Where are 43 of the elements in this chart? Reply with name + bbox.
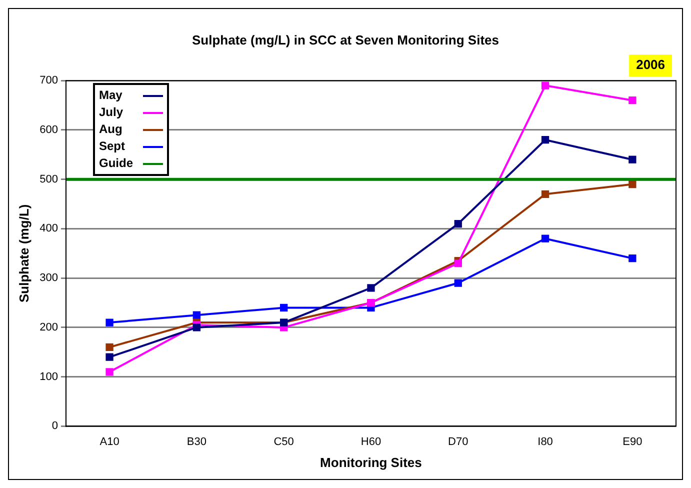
legend-label: Guide bbox=[99, 155, 134, 172]
x-axis-title: Monitoring Sites bbox=[320, 454, 422, 470]
point bbox=[628, 180, 636, 188]
point bbox=[454, 220, 462, 228]
y-tick-label: 100 bbox=[40, 370, 58, 383]
point bbox=[454, 279, 462, 287]
y-tick-label: 200 bbox=[40, 321, 58, 334]
y-tick-label: 600 bbox=[40, 124, 58, 136]
point bbox=[192, 311, 201, 319]
point bbox=[628, 96, 636, 104]
y-axis-title: Sulphate (mg/L) bbox=[16, 204, 32, 303]
y-tick-label: 300 bbox=[40, 272, 58, 284]
y-tick-label: 400 bbox=[40, 222, 58, 235]
x-tick-label: A10 bbox=[100, 436, 120, 448]
chart-title: Sulphate (mg/L) in SCC at Seven Monitoring Sites bbox=[192, 32, 499, 48]
x-tick-label: C50 bbox=[274, 436, 294, 448]
point bbox=[541, 190, 550, 198]
text: 2006 bbox=[636, 57, 665, 72]
point bbox=[106, 343, 114, 352]
x-tick-label: I80 bbox=[538, 436, 553, 448]
point bbox=[541, 234, 550, 242]
point bbox=[541, 82, 550, 90]
point bbox=[628, 156, 636, 164]
point bbox=[541, 136, 550, 144]
point bbox=[192, 324, 201, 332]
y-tick-label: 700 bbox=[40, 74, 58, 87]
x-tick-label: H60 bbox=[360, 436, 382, 448]
point bbox=[454, 259, 462, 268]
y-tick-label: 500 bbox=[40, 173, 58, 186]
point bbox=[106, 318, 114, 326]
legend-label: Sept bbox=[99, 138, 126, 155]
legend-label: Aug bbox=[99, 121, 124, 138]
point bbox=[106, 353, 114, 361]
point bbox=[280, 304, 288, 312]
legend-label: May bbox=[99, 87, 124, 104]
point bbox=[367, 284, 375, 292]
legend-label: July bbox=[99, 104, 124, 121]
point bbox=[106, 368, 114, 376]
x-tick-label: D70 bbox=[448, 436, 468, 448]
x-tick-label: E90 bbox=[622, 436, 642, 448]
point bbox=[628, 254, 636, 262]
x-tick-label: B30 bbox=[186, 436, 206, 448]
y-tick-label: 0 bbox=[52, 420, 58, 432]
